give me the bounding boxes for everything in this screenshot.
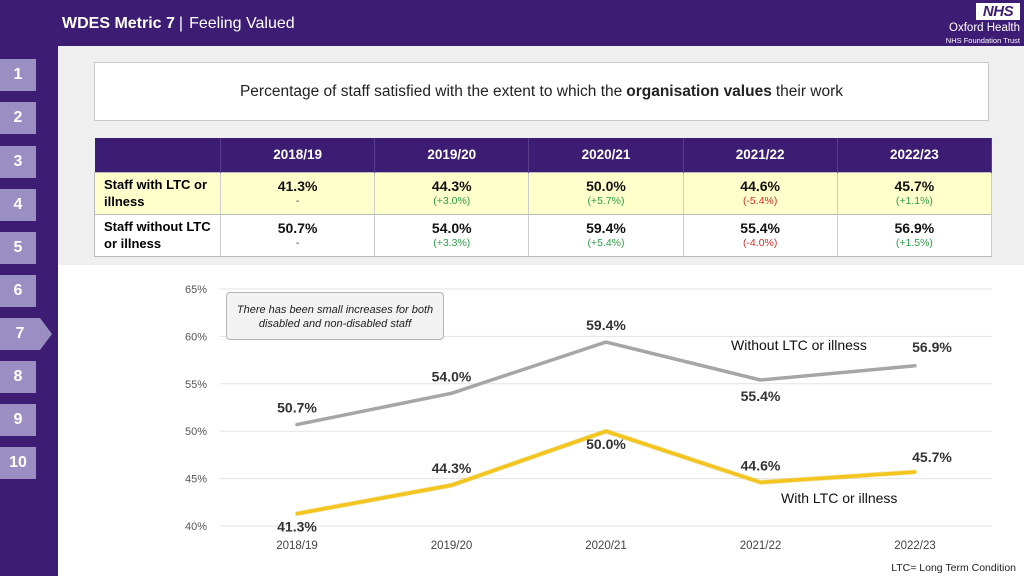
table-header-year: 2020/21 [528, 138, 684, 172]
x-tick-label: 2021/22 [740, 540, 782, 552]
table-header-year: 2021/22 [683, 138, 838, 172]
nav-tab-9[interactable]: 9 [0, 404, 36, 436]
cell-value: 41.3% [277, 178, 318, 194]
cell-change: (+3.0%) [433, 195, 471, 207]
cell-change: (+3.3%) [433, 237, 471, 249]
org-name: Oxford Health [949, 22, 1020, 34]
cell-value: 56.9% [894, 220, 935, 236]
series-name-label: Without LTC or illness [731, 337, 867, 353]
row-label: Staff without LTC or illness [94, 213, 221, 257]
table-cell: 50.7% - [220, 213, 376, 257]
data-label: 44.6% [741, 457, 781, 473]
nav-tab-5[interactable]: 5 [0, 232, 36, 264]
data-label: 50.7% [277, 400, 317, 416]
data-label: 44.3% [432, 460, 472, 476]
table-cell: 45.7% (+1.1%) [837, 171, 993, 214]
page-title: WDES Metric 7 | Feeling Valued [62, 15, 295, 33]
cell-change: (+5.4%) [587, 237, 625, 249]
table-header-year: 2018/19 [220, 138, 376, 172]
series-line [295, 340, 917, 427]
footnote: LTC= Long Term Condition [891, 562, 1016, 574]
table-cell: 54.0% (+3.3%) [374, 213, 530, 257]
table-cell: 41.3% - [220, 171, 376, 214]
table-cell: 55.4% (-4.0%) [683, 213, 838, 257]
x-tick-label: 2020/21 [585, 540, 627, 552]
header-bar: WDES Metric 7 | Feeling Valued NHS Oxford … [0, 0, 1024, 46]
nav-tab-8[interactable]: 8 [0, 361, 36, 393]
data-label: 50.0% [586, 436, 626, 452]
nhs-logo: NHS [976, 3, 1020, 20]
nav-tab-7[interactable]: 7 [0, 318, 52, 350]
x-tick-label: 2022/23 [894, 540, 936, 552]
y-tick-label: 60% [185, 331, 207, 343]
org-subtitle: NHS Foundation Trust [945, 36, 1020, 45]
title-separator: | [178, 15, 184, 32]
metric-title: WDES Metric 7 [62, 15, 175, 32]
nav-tab-10[interactable]: 10 [0, 447, 36, 479]
metric-subtitle: Feeling Valued [189, 15, 295, 32]
table-row: Staff without LTC or illness 50.7% - 54.0… [94, 213, 993, 257]
nav-tab-1[interactable]: 1 [0, 59, 36, 91]
chart-annotation: There has been small increases for both … [226, 292, 444, 340]
series-line [295, 429, 917, 516]
cell-value: 44.6% [740, 178, 780, 194]
cell-change: (+1.1%) [895, 195, 933, 207]
data-label: 54.0% [432, 368, 472, 384]
data-label: 56.9% [912, 339, 952, 355]
cell-value: 50.0% [586, 178, 626, 194]
nav-tab-3[interactable]: 3 [0, 146, 36, 178]
cell-value: 44.3% [431, 178, 472, 194]
cell-value: 55.4% [740, 220, 780, 236]
table-cell: 59.4% (+5.4%) [528, 213, 684, 257]
table-header-year: 2019/20 [374, 138, 530, 172]
results-table: 2018/19 2019/20 2020/21 2021/22 2022/23 … [94, 138, 993, 257]
nav-tab-4[interactable]: 4 [0, 189, 36, 221]
table-header-row: 2018/19 2019/20 2020/21 2021/22 2022/23 [94, 138, 993, 172]
row-label: Staff with LTC or illness [94, 171, 221, 214]
cell-change: (-5.4%) [742, 195, 778, 207]
question-prefix: Percentage of staff satisfied with the e… [239, 82, 623, 100]
data-label: 45.7% [912, 449, 952, 465]
question-suffix: their work [775, 82, 844, 100]
table-cell: 44.3% (+3.0%) [374, 171, 530, 214]
question-bold: organisation values [626, 82, 772, 100]
table-row: Staff with LTC or illness 41.3% - 44.3% (+… [94, 171, 993, 214]
cell-value: 50.7% [277, 220, 318, 236]
y-tick-label: 50% [185, 426, 207, 438]
y-tick-label: 40% [185, 521, 207, 533]
cell-change: - [295, 237, 300, 249]
x-tick-label: 2019/20 [431, 540, 473, 552]
data-label: 59.4% [586, 317, 626, 333]
table-header-blank [94, 138, 221, 172]
y-tick-label: 45% [185, 474, 207, 486]
sidebar [0, 46, 58, 576]
y-tick-label: 55% [185, 379, 207, 391]
data-label: 41.3% [277, 519, 317, 535]
nav-tab-6[interactable]: 6 [0, 275, 36, 307]
series-name-label: With LTC or illness [781, 490, 897, 506]
cell-value: 54.0% [431, 220, 472, 236]
cell-value: 59.4% [586, 220, 626, 236]
table-header-year: 2022/23 [837, 138, 993, 172]
table-cell: 50.0% (+5.7%) [528, 171, 684, 214]
table-cell: 44.6% (-5.4%) [683, 171, 838, 214]
cell-change: (+1.5%) [895, 237, 933, 249]
data-label: 55.4% [741, 388, 781, 404]
table-cell: 56.9% (+1.5%) [837, 213, 993, 257]
cell-change: - [295, 195, 300, 207]
nav-tab-2[interactable]: 2 [0, 102, 36, 134]
cell-change: (+5.7%) [587, 195, 625, 207]
question-box: Percentage of staff satisfied with the e… [94, 62, 989, 121]
cell-value: 45.7% [894, 178, 935, 194]
x-tick-label: 2018/19 [276, 540, 318, 552]
cell-change: (-4.0%) [742, 237, 778, 249]
y-tick-label: 65% [185, 284, 207, 296]
